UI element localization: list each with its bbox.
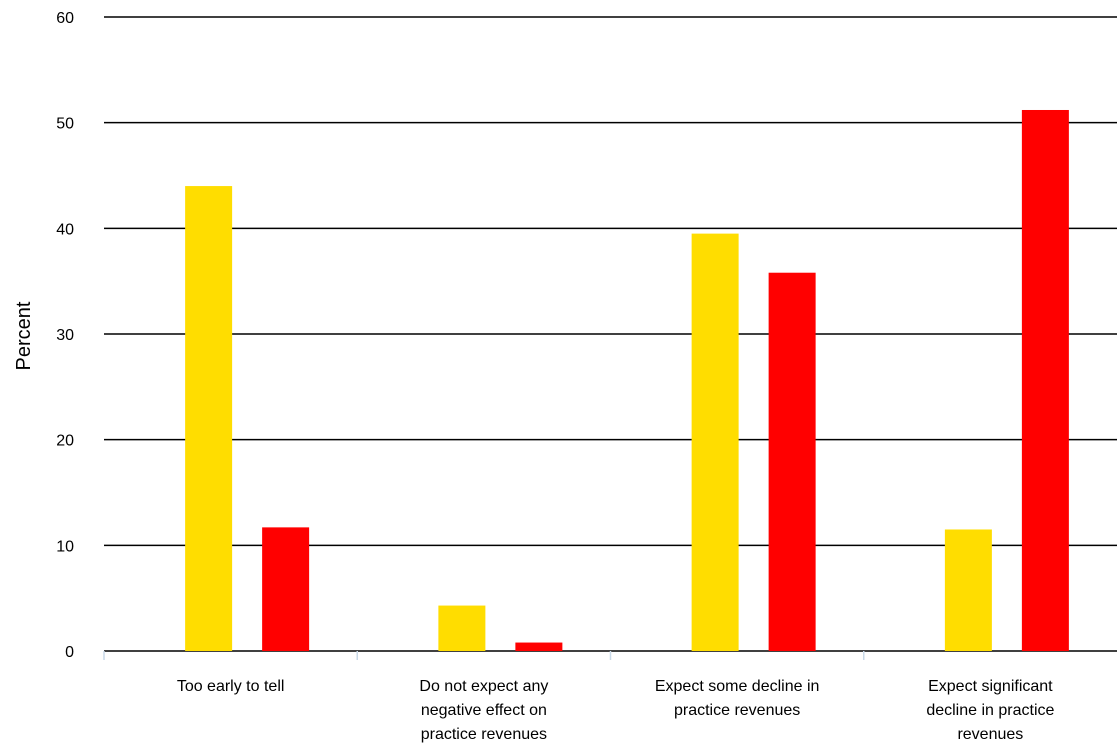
x-tick-label-line: practice revenues bbox=[674, 702, 800, 719]
bar bbox=[944, 529, 992, 651]
bar bbox=[185, 186, 233, 652]
bar bbox=[515, 642, 563, 651]
y-tick-label: 20 bbox=[56, 433, 74, 450]
y-tick-label: 50 bbox=[56, 116, 74, 133]
y-tick-label: 60 bbox=[56, 10, 74, 27]
x-tick-label-line: Too early to tell bbox=[177, 678, 285, 695]
x-tick-label: Too early to tell bbox=[177, 678, 285, 695]
bar bbox=[768, 272, 816, 651]
bar bbox=[691, 233, 739, 651]
bar bbox=[438, 605, 486, 651]
y-tick-label: 0 bbox=[65, 644, 74, 661]
bars bbox=[185, 109, 1069, 652]
x-tick-label: Expect significant decline in practice rev… bbox=[926, 678, 1054, 743]
y-tick-label: 10 bbox=[56, 538, 74, 555]
bar bbox=[262, 527, 310, 651]
x-tick-label-line: Expect some decline in bbox=[655, 678, 820, 695]
y-axis-label: Percent bbox=[13, 301, 35, 370]
x-tick-label-line: Do not expect any bbox=[419, 678, 548, 695]
y-tick-label: 30 bbox=[56, 327, 74, 344]
x-axis-tick-labels: Too early to tell Do not expect any negati… bbox=[177, 678, 1055, 743]
x-tick-label: Do not expect any negative effect on pract… bbox=[419, 678, 548, 743]
bar bbox=[1021, 109, 1069, 651]
x-tick-label-line: decline in practice bbox=[926, 702, 1054, 719]
x-tick-label-line: negative effect on bbox=[421, 702, 547, 719]
x-tick-label: Expect some decline in practice revenues bbox=[655, 678, 820, 719]
y-axis-ticks: 0 10 20 30 40 50 60 bbox=[56, 10, 74, 661]
x-axis bbox=[103, 650, 1117, 660]
gridlines bbox=[104, 16, 1117, 547]
x-tick-label-line: revenues bbox=[957, 726, 1023, 743]
x-tick-label-line: Expect significant bbox=[928, 678, 1053, 695]
x-tick-label-line: practice revenues bbox=[421, 726, 547, 743]
y-tick-label: 40 bbox=[56, 221, 74, 238]
